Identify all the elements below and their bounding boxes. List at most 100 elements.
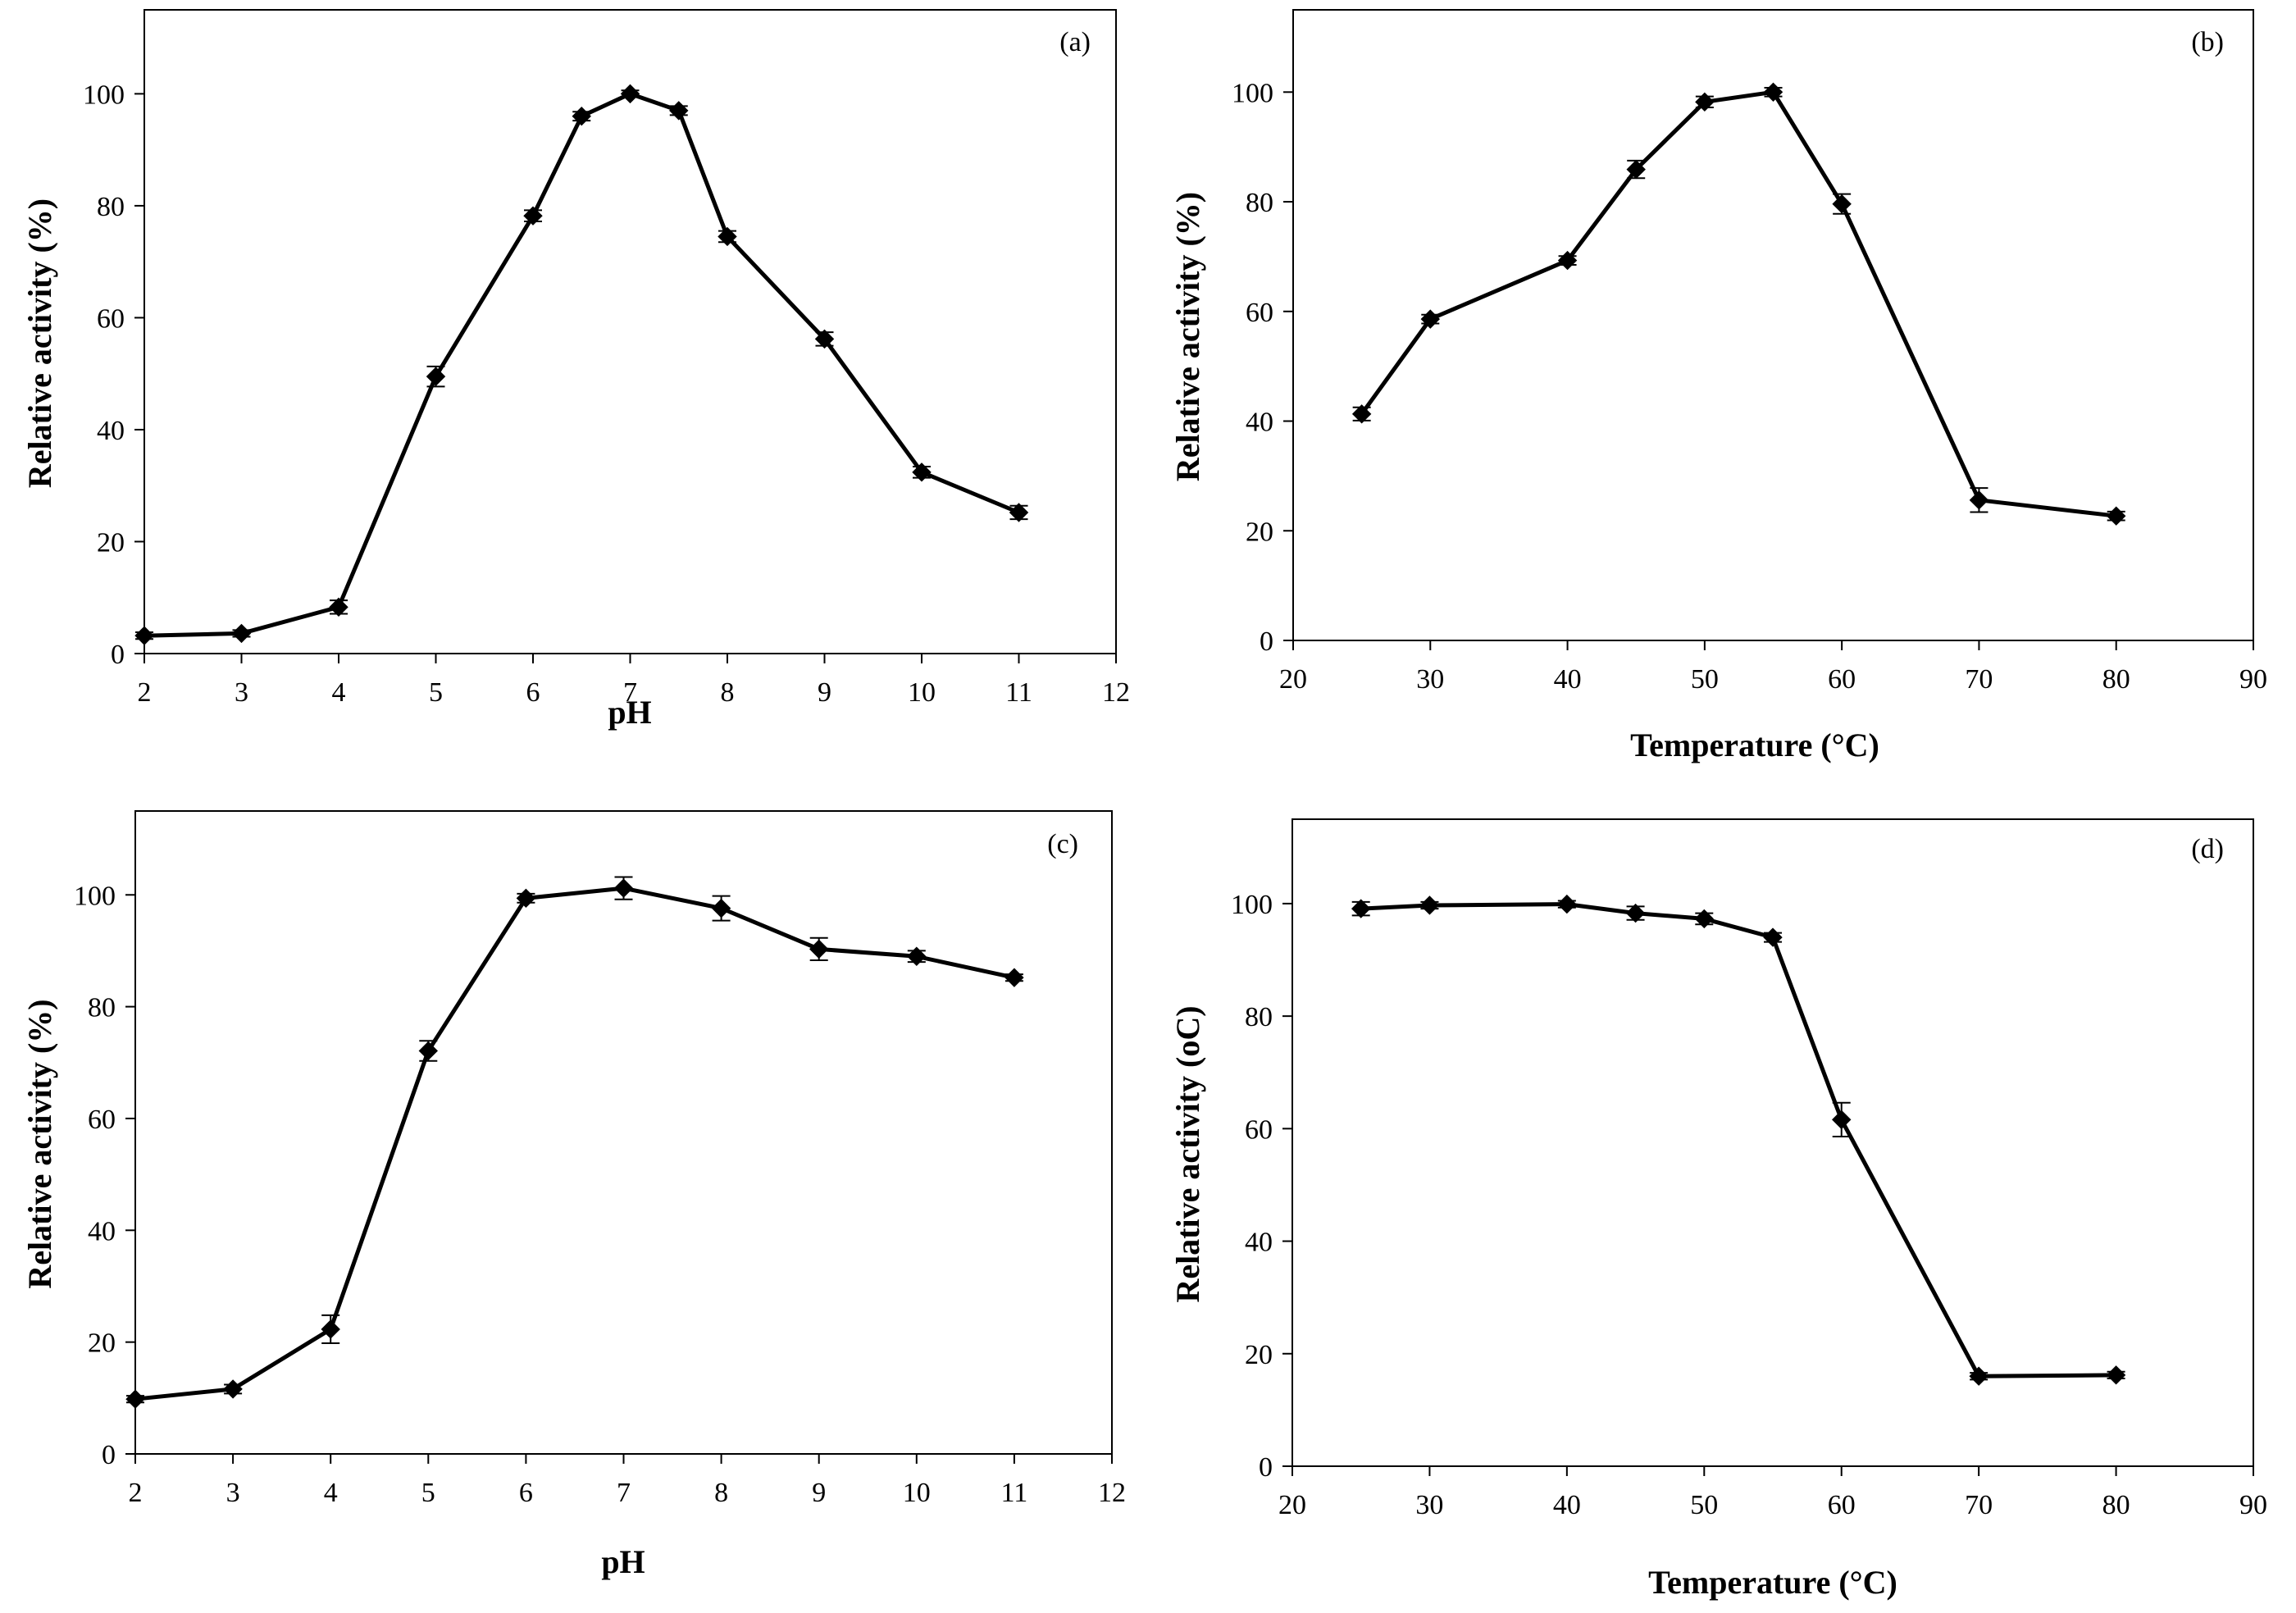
y-tick-label: 100 — [1231, 890, 1273, 920]
y-tick-label: 60 — [1246, 298, 1273, 328]
data-point — [809, 939, 829, 959]
y-tick-label: 20 — [88, 1328, 116, 1359]
data-point — [907, 946, 927, 966]
y-tick-label: 0 — [1259, 1452, 1273, 1483]
panel-label: (b) — [2191, 27, 2224, 57]
x-tick-label: 6 — [526, 677, 540, 708]
x-tick-label: 40 — [1554, 664, 1582, 695]
data-point — [418, 1041, 439, 1061]
data-point — [1695, 92, 1715, 112]
x-tick-label: 12 — [1102, 677, 1130, 708]
data-point — [620, 84, 640, 104]
x-axis-title: pH — [601, 1543, 645, 1580]
y-axis-title: Relative activity (%) — [21, 198, 58, 488]
series-line — [144, 91, 1020, 638]
x-tick-label: 10 — [908, 677, 936, 708]
x-tick-label: 60 — [1828, 664, 1856, 695]
data-point — [516, 888, 536, 909]
data-point — [1625, 903, 1646, 923]
plot-frame — [144, 9, 1117, 654]
y-tick-label: 40 — [88, 1216, 116, 1246]
y-tick-label: 60 — [88, 1105, 116, 1135]
y-tick-label: 0 — [111, 640, 125, 670]
chart-panel-a: 0 20 40 60 80 100 2 3 4 5 6 7 8 9 10 11 12 pH Relative act… — [21, 9, 1130, 731]
data-point — [669, 101, 689, 121]
x-tick-label: 20 — [1278, 1490, 1306, 1520]
y-tick-label: 40 — [1245, 1228, 1273, 1258]
data-point — [711, 898, 731, 918]
data-point — [1557, 250, 1578, 271]
x-tick-label: 50 — [1691, 664, 1719, 695]
x-tick-label: 90 — [2239, 1490, 2267, 1520]
data-point — [1351, 404, 1372, 424]
data-point — [1969, 1366, 1988, 1386]
y-tick-label: 40 — [1246, 408, 1273, 438]
data-point — [572, 106, 591, 126]
x-axis-title: pH — [608, 694, 651, 731]
data-point — [1832, 194, 1852, 214]
data-point — [1009, 503, 1029, 522]
x-tick-label: 8 — [721, 677, 735, 708]
x-tick-label: 70 — [1965, 664, 1993, 695]
series-line — [1360, 89, 2116, 518]
x-tick-label: 3 — [226, 1478, 240, 1508]
plot-frame — [1292, 9, 2254, 641]
y-tick-label: 80 — [97, 192, 125, 222]
y-tick-label: 0 — [1260, 627, 1273, 657]
data-point — [125, 1389, 145, 1409]
x-tick-label: 4 — [324, 1478, 338, 1508]
y-axis-title: Relative activity (%) — [21, 999, 58, 1288]
data-point — [1626, 159, 1646, 180]
y-tick-label: 80 — [88, 993, 116, 1023]
x-tick-label: 9 — [818, 677, 831, 708]
panel-label: (a) — [1059, 27, 1091, 57]
series-line — [134, 886, 1015, 1401]
x-tick-label: 60 — [1828, 1490, 1856, 1520]
plot-frame — [1292, 818, 2254, 1467]
x-tick-label: 40 — [1553, 1490, 1581, 1520]
data-point — [329, 597, 348, 617]
data-point — [1763, 82, 1784, 103]
y-tick-label: 60 — [97, 303, 125, 334]
x-tick-label: 4 — [332, 677, 346, 708]
data-point — [523, 206, 543, 226]
x-tick-label: 70 — [1965, 1490, 1993, 1520]
data-point — [2106, 1365, 2126, 1385]
y-tick-label: 40 — [97, 416, 125, 446]
x-tick-label: 6 — [519, 1478, 533, 1508]
x-tick-label: 7 — [623, 677, 637, 708]
x-tick-label: 90 — [2239, 664, 2267, 695]
x-tick-label: 10 — [903, 1478, 931, 1508]
data-point — [321, 1319, 340, 1339]
data-point — [814, 329, 835, 349]
x-tick-label: 7 — [617, 1478, 631, 1508]
data-point — [1969, 490, 1989, 510]
y-axis-title: Relative activity (%) — [1169, 192, 1206, 481]
y-tick-label: 20 — [1245, 1340, 1273, 1370]
x-tick-label: 30 — [1415, 1490, 1443, 1520]
chart-panel-c: 0 20 40 60 80 100 2 3 4 5 6 7 8 9 10 11 12 pH Relative act… — [21, 810, 1126, 1580]
panel-label: (d) — [2191, 834, 2224, 864]
data-point — [1004, 968, 1024, 987]
data-point — [718, 226, 737, 247]
y-tick-label: 100 — [74, 881, 116, 911]
x-tick-label: 50 — [1690, 1490, 1718, 1520]
y-tick-label: 0 — [102, 1440, 116, 1470]
data-point — [1832, 1110, 1852, 1130]
y-tick-label: 100 — [83, 80, 125, 110]
x-tick-label: 12 — [1098, 1478, 1126, 1508]
y-tick-label: 100 — [1232, 78, 1273, 108]
x-axis-title: Temperature (°C) — [1648, 1564, 1897, 1601]
x-tick-label: 11 — [1005, 677, 1032, 708]
y-tick-label: 60 — [1245, 1114, 1273, 1145]
x-tick-label: 80 — [2102, 1490, 2130, 1520]
data-point — [912, 462, 932, 482]
x-tick-label: 80 — [2102, 664, 2130, 695]
data-point — [231, 623, 252, 644]
x-axis-title: Temperature (°C) — [1630, 727, 1879, 763]
data-point — [223, 1379, 243, 1399]
data-point — [1557, 894, 1577, 914]
